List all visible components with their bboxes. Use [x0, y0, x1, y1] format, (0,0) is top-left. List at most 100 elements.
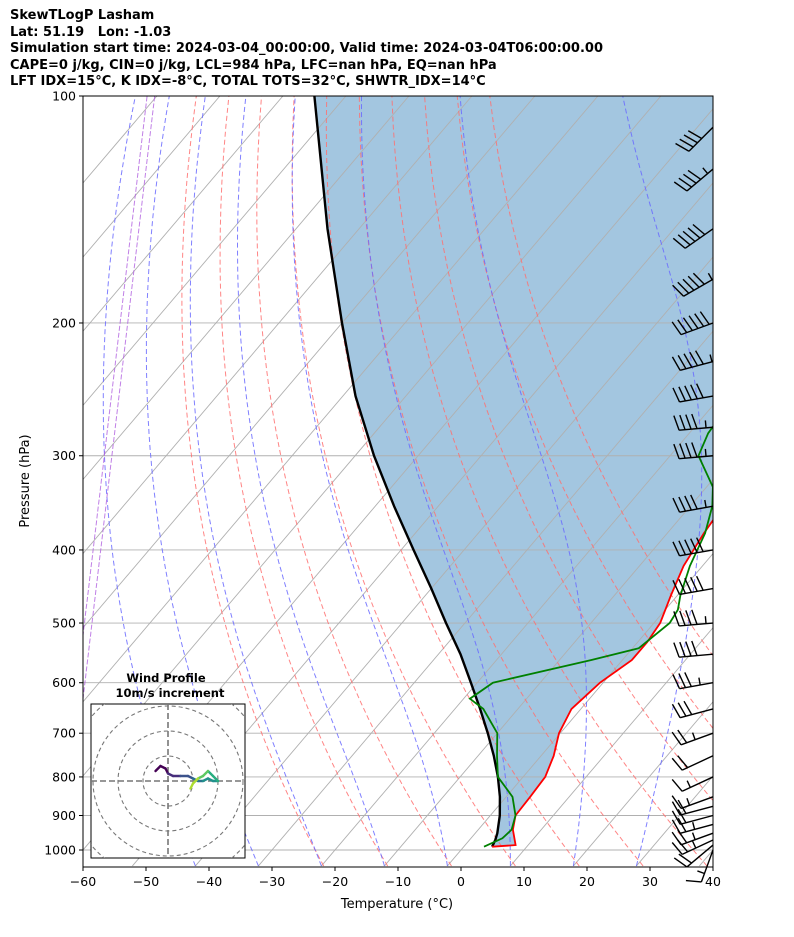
wind-barb-flag	[671, 703, 681, 719]
header-convective-params: CAPE=0 j/kg, CIN=0 j/kg, LCL=984 hPa, LF…	[10, 57, 497, 73]
moist-adiabat-line	[361, 96, 511, 866]
x-tick-label: −50	[133, 874, 159, 889]
wind-barb-flag	[685, 414, 692, 430]
header-location: Lat: 51.19 Lon: -1.03	[10, 24, 172, 40]
wind-barb-half-flag	[686, 780, 691, 788]
wind-barb-flag	[685, 879, 702, 883]
wind-barb-flag	[692, 272, 705, 285]
wind-barb-half-flag	[697, 870, 705, 875]
wind-barb-flag	[672, 387, 681, 403]
dry-adiabat-line	[489, 96, 713, 657]
wind-barb-flag	[692, 223, 706, 236]
wind-barb-half-flag	[691, 732, 696, 740]
wind-barb	[671, 755, 714, 771]
x-tick-label: 30	[642, 874, 658, 889]
x-tick-label: −10	[385, 874, 411, 889]
wind-barb-flag	[678, 496, 687, 512]
dry-adiabat-line	[181, 96, 325, 867]
wind-barb-half-flag	[691, 832, 696, 840]
dry-adiabat-line	[256, 96, 452, 867]
wind-barb-half-flag	[692, 821, 696, 830]
wind-barb-flag	[684, 385, 692, 401]
isotherm-line	[258, 330, 713, 867]
wind-barb	[672, 272, 714, 297]
wind-barb-flag	[687, 130, 703, 140]
wind-barb-flag	[671, 321, 682, 336]
hodograph-title: Wind Profile	[126, 671, 206, 685]
wind-barb	[673, 167, 714, 192]
wind-barb-half-flag	[704, 616, 707, 624]
wind-barb-flag	[679, 610, 686, 626]
wind-barb-flag	[672, 497, 681, 513]
wind-barb-half-flag	[707, 272, 713, 281]
wind-barb-flag	[671, 356, 681, 371]
y-tick-label: 300	[52, 448, 76, 463]
wind-barb-half-flag	[698, 677, 701, 686]
wind-barb-staff	[680, 832, 714, 846]
x-tick-label: 20	[579, 874, 595, 889]
dry-adiabat-line	[456, 96, 713, 730]
wind-barb-flag	[687, 275, 700, 288]
wind-barb	[673, 640, 714, 658]
moist-adiabat-line	[189, 96, 322, 867]
wind-barb-flag	[683, 700, 693, 715]
wind-barb-flag	[677, 702, 687, 717]
x-tick-label: 0	[457, 874, 465, 889]
wind-barb-flag	[677, 354, 687, 370]
wind-barbs-layer	[671, 126, 714, 883]
wind-barb-half-flag	[704, 499, 707, 508]
wind-barb-flag	[672, 284, 685, 297]
wind-barb-flag	[671, 731, 682, 746]
wind-barb-flag	[689, 351, 699, 367]
wind-barb-flag	[685, 610, 692, 626]
temperature-profile-line	[492, 518, 713, 848]
dry-adiabat-line	[358, 96, 644, 867]
x-tick-label: −20	[322, 874, 348, 889]
wind-barb-flag	[672, 541, 681, 557]
wind-barb	[672, 223, 714, 249]
moist-adiabat-line	[459, 96, 587, 867]
wind-barb-flag	[684, 539, 692, 555]
wind-barb-flag	[671, 795, 682, 809]
reference-lines-layer	[83, 96, 713, 867]
isotherm-line	[83, 96, 410, 481]
wind-barb	[671, 829, 714, 846]
isotherm-line	[83, 96, 536, 629]
wind-barb-flag	[684, 672, 692, 687]
wind-barb	[671, 795, 714, 810]
isotherm-line	[83, 96, 221, 258]
wind-barb-flag	[683, 173, 697, 184]
wind-barb-flag	[695, 575, 704, 591]
wind-barb-flag	[673, 181, 688, 192]
wind-barb-flag	[691, 442, 698, 458]
y-tick-label: 900	[52, 808, 76, 823]
y-tick-label: 600	[52, 675, 76, 690]
wind-barb	[673, 442, 714, 460]
y-tick-label: 800	[52, 769, 76, 784]
wind-barb-staff	[681, 755, 714, 771]
wind-barb	[672, 383, 714, 403]
wind-barb-flag	[694, 350, 704, 365]
wind-barb-flag	[672, 580, 681, 595]
wind-barb-flag	[682, 278, 695, 291]
x-tick-label: −60	[70, 874, 96, 889]
wind-barb-flag	[682, 230, 696, 242]
cin-shading-layer	[314, 96, 713, 847]
wind-barb-flag	[684, 577, 692, 593]
profile-lines-layer	[313, 96, 713, 848]
wind-barb-flag	[677, 729, 688, 744]
wind-barb-flag	[679, 443, 686, 459]
wind-barb-flag	[671, 810, 681, 825]
wind-barb-flag	[699, 311, 710, 325]
x-tick-label: −40	[196, 874, 222, 889]
chart-header: SkewTLogP Lasham Lat: 51.19 Lon: -1.03 S…	[10, 8, 603, 91]
wind-barb-flag	[679, 138, 694, 148]
wind-barb-half-flag	[709, 354, 713, 362]
wind-barb-flag	[679, 414, 686, 430]
wind-barb-flag	[678, 673, 687, 688]
wind-barb-flag	[678, 540, 687, 556]
wind-barb-flag	[695, 537, 704, 552]
wind-barb-staff	[686, 844, 714, 868]
wind-barb-flag	[682, 317, 693, 331]
wind-barb-flag	[671, 778, 683, 792]
